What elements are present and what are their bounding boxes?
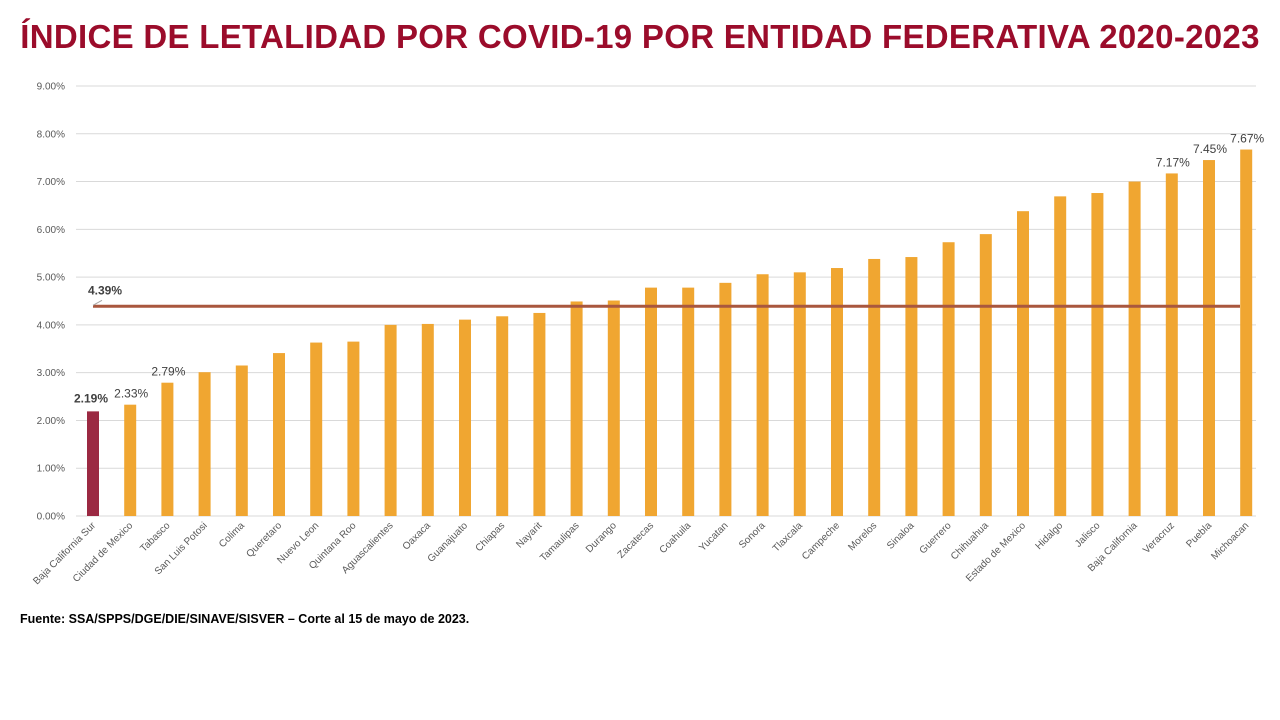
bar-baja-california-sur <box>87 411 99 516</box>
x-tick-label: Baja California Sur <box>31 520 98 587</box>
x-tick-label: Coahuila <box>658 520 694 556</box>
bar-guanajuato <box>459 319 471 516</box>
source-note: Fuente: SSA/SPPS/DGE/DIE/SINAVE/SISVER –… <box>20 612 470 626</box>
bar-aguascalientes <box>384 324 397 516</box>
bar-baja-california <box>1128 181 1141 517</box>
y-tick-label: 7.00% <box>37 177 65 188</box>
bar-queretaro <box>273 353 285 516</box>
bar-morelos <box>868 258 881 516</box>
bar-guerrero <box>942 242 955 516</box>
chart-title: ÍNDICE DE LETALIDAD POR COVID-19 POR ENT… <box>20 18 1260 55</box>
bar-tlaxcala <box>793 272 806 516</box>
bar-quintana-roo <box>347 341 360 516</box>
bar-colima <box>235 365 248 516</box>
average-line-group: 4.39% <box>88 283 1240 308</box>
x-tick-label: Queretaro <box>245 520 285 560</box>
gridlines <box>76 85 1256 517</box>
bar-oaxaca <box>421 323 434 516</box>
y-tick-label: 9.00% <box>37 82 65 93</box>
data-label: 7.17% <box>1156 155 1190 169</box>
y-tick-label: 4.00% <box>37 320 65 331</box>
x-tick-label: Michoacan <box>1209 520 1251 562</box>
x-tick-label: Veracruz <box>1141 520 1177 556</box>
bar-tabasco <box>161 382 174 516</box>
bar-chiapas <box>496 316 509 516</box>
bar-chihuahua <box>979 234 992 516</box>
data-label: 2.79% <box>151 365 185 379</box>
bar-nuevo-leon <box>310 342 323 516</box>
y-tick-label: 1.00% <box>37 464 65 475</box>
bar-puebla <box>1203 160 1215 517</box>
x-tick-label: Oaxaca <box>401 520 433 552</box>
bar-san-luis-potosi <box>198 372 211 516</box>
x-tick-label: Tlaxcala <box>771 520 805 554</box>
x-tick-label: Jalisco <box>1073 520 1103 550</box>
bar-zacatecas <box>645 287 657 516</box>
x-tick-label: Guanajuato <box>426 520 471 565</box>
bar-coahuila <box>682 287 695 516</box>
y-tick-label: 0.00% <box>37 512 65 523</box>
bars <box>87 149 1253 517</box>
x-tick-label: Hidalgo <box>1034 520 1066 552</box>
bar-veracruz <box>1165 173 1178 516</box>
x-tick-label: Nayarit <box>514 520 544 550</box>
x-tick-label: Sonora <box>737 520 768 551</box>
x-tick-label: Colima <box>217 520 247 550</box>
bar-estado-de-mexico <box>1017 211 1029 516</box>
bar-chart: 0.00% 1.00% 2.00% 3.00% 4.00% 5.00% 6.00% 7.00%… <box>31 82 1265 588</box>
bar-durango <box>607 300 620 516</box>
x-tick-label: Durango <box>584 520 619 555</box>
bar-sinaloa <box>905 257 918 516</box>
bar-hidalgo <box>1054 196 1067 516</box>
data-label: 7.67% <box>1230 132 1264 146</box>
x-tick-label: Sinaloa <box>885 520 917 552</box>
y-tick-label: 3.00% <box>37 368 65 379</box>
bar-campeche <box>831 268 843 516</box>
x-tick-label: Puebla <box>1184 520 1214 550</box>
bar-jalisco <box>1091 193 1104 516</box>
x-tick-label: Campeche <box>800 520 842 562</box>
y-tick-label: 8.00% <box>37 129 65 140</box>
average-label-leader <box>92 299 103 306</box>
bar-ciudad-de-mexico <box>124 404 137 516</box>
y-axis-ticks: 0.00% 1.00% 2.00% 3.00% 4.00% 5.00% 6.00% 7.00%… <box>37 82 65 523</box>
data-label: 2.33% <box>114 387 148 401</box>
bar-nayarit <box>533 312 546 516</box>
y-tick-label: 5.00% <box>37 273 65 284</box>
bar-yucatan <box>719 282 732 516</box>
x-tick-label: Morelos <box>846 520 879 553</box>
data-label: 7.45% <box>1193 142 1227 156</box>
x-tick-label: Tabasco <box>138 520 172 554</box>
data-labels: 2.19% 2.33%2.79% 7.17%7.45%7.67% <box>74 132 1265 406</box>
bar-sonora <box>756 274 769 516</box>
data-label: 2.19% <box>74 391 108 405</box>
x-tick-label: Guerrero <box>918 520 954 556</box>
bar-tamaulipas <box>570 301 583 516</box>
y-tick-label: 6.00% <box>37 225 65 236</box>
x-tick-label: Tamaulipas <box>538 520 582 564</box>
y-tick-label: 2.00% <box>37 416 65 427</box>
bar-michoacan <box>1240 149 1253 517</box>
x-tick-label: Chiapas <box>474 520 508 554</box>
x-tick-label: Zacatecas <box>616 520 656 560</box>
average-label: 4.39% <box>88 283 122 297</box>
x-tick-label: Yucatan <box>697 520 730 553</box>
